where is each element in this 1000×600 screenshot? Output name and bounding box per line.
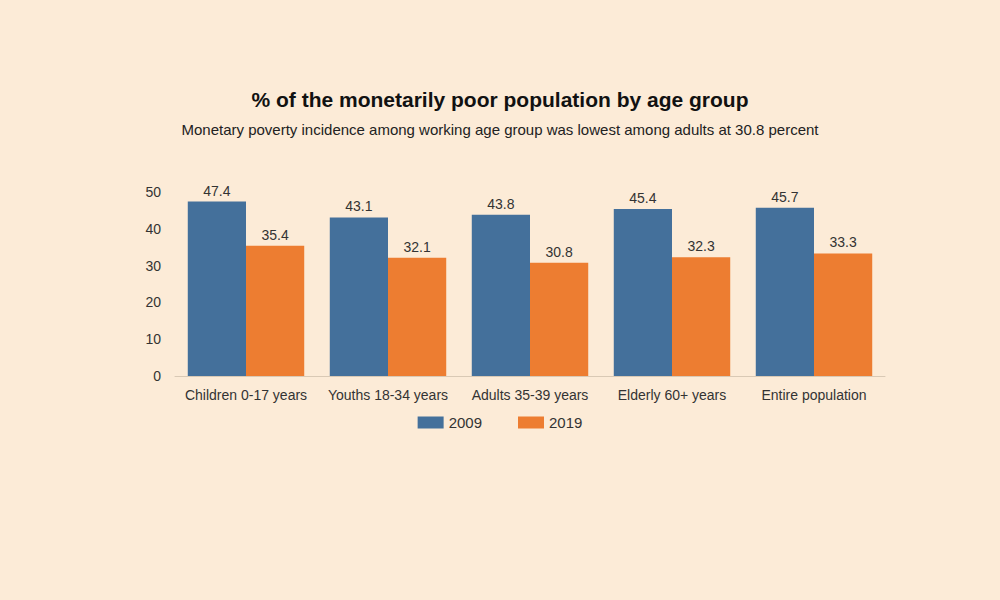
svg-text:50: 50 (145, 184, 161, 200)
svg-text:30.8: 30.8 (545, 244, 572, 260)
svg-text:47.4: 47.4 (203, 183, 230, 199)
svg-text:32.1: 32.1 (403, 239, 430, 255)
svg-text:% of the monetarily poor popul: % of the monetarily poor population by a… (251, 88, 748, 111)
svg-text:35.4: 35.4 (261, 227, 288, 243)
svg-text:45.4: 45.4 (629, 190, 656, 206)
svg-text:32.3: 32.3 (687, 238, 714, 254)
svg-text:Elderly 60+ years: Elderly 60+ years (618, 387, 727, 403)
svg-text:0: 0 (153, 368, 161, 384)
svg-text:10: 10 (145, 331, 161, 347)
svg-text:Monetary poverty incidence amo: Monetary poverty incidence among working… (181, 121, 819, 138)
svg-text:43.8: 43.8 (487, 196, 514, 212)
svg-text:2009: 2009 (449, 414, 482, 431)
svg-text:30: 30 (145, 258, 161, 274)
svg-text:43.1: 43.1 (345, 198, 372, 214)
svg-text:Entire population: Entire population (761, 387, 866, 403)
svg-text:Adults 35-39 years: Adults 35-39 years (472, 387, 589, 403)
svg-text:40: 40 (145, 221, 161, 237)
svg-text:2019: 2019 (549, 414, 582, 431)
svg-text:20: 20 (145, 294, 161, 310)
svg-text:Children 0-17 years: Children 0-17 years (185, 387, 307, 403)
svg-text:45.7: 45.7 (771, 189, 798, 205)
svg-text:Youths 18-34 years: Youths 18-34 years (328, 387, 448, 403)
svg-text:33.3: 33.3 (829, 234, 856, 250)
